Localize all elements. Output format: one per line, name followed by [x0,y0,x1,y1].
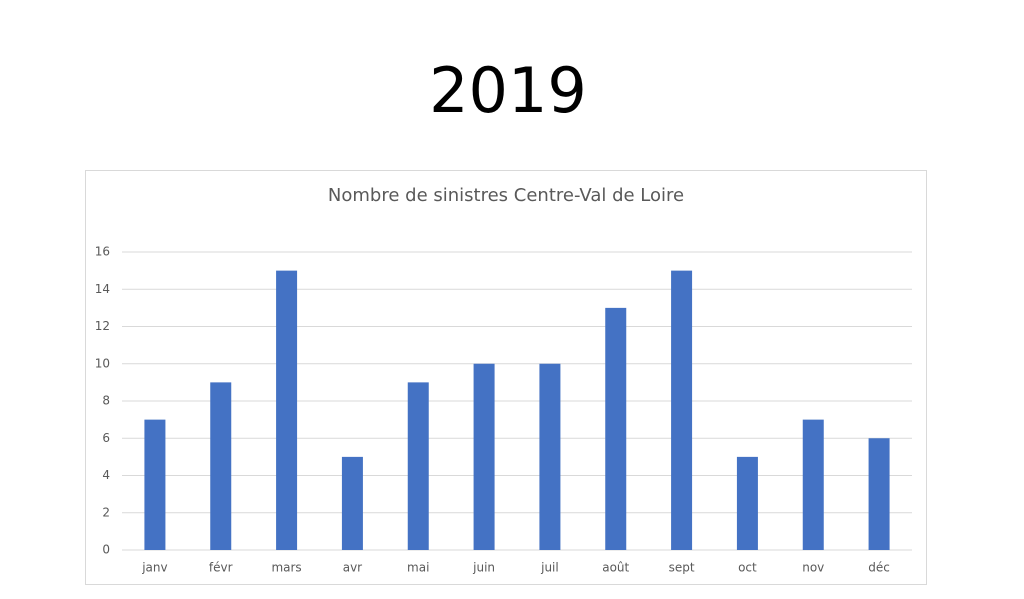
y-tick-label: 0 [102,543,110,557]
x-tick-label: mars [271,561,301,575]
bar [539,363,561,550]
bar [341,456,363,550]
bar [736,456,758,550]
x-tick-label: juin [472,561,495,575]
bar [473,363,495,550]
y-tick-label: 2 [102,505,110,519]
y-tick-label: 10 [95,356,110,370]
bar [868,438,890,550]
bar [276,270,298,550]
x-tick-label: oct [738,561,757,575]
x-tick-label: déc [868,561,890,575]
chart-title: Nombre de sinistres Centre-Val de Loire [328,185,684,206]
y-tick-label: 8 [102,394,110,408]
bar [210,382,232,550]
x-tick-label: avr [343,561,362,575]
bar [802,419,824,550]
bar [605,307,627,550]
x-tick-label: mai [407,561,429,575]
y-tick-label: 14 [95,282,110,296]
bar [407,382,429,550]
x-tick-label: févr [209,561,233,575]
y-tick-label: 12 [95,319,110,333]
y-tick-label: 6 [102,431,110,445]
bar [671,270,693,550]
slide-heading: 2019 [429,54,587,127]
y-tick-label: 16 [95,245,110,259]
x-tick-label: juil [540,561,559,575]
bar [144,419,166,550]
x-tick-label: janv [141,561,167,575]
y-tick-label: 4 [102,468,110,482]
x-tick-label: août [602,561,629,575]
x-tick-label: nov [802,561,824,575]
x-tick-label: sept [669,561,695,575]
